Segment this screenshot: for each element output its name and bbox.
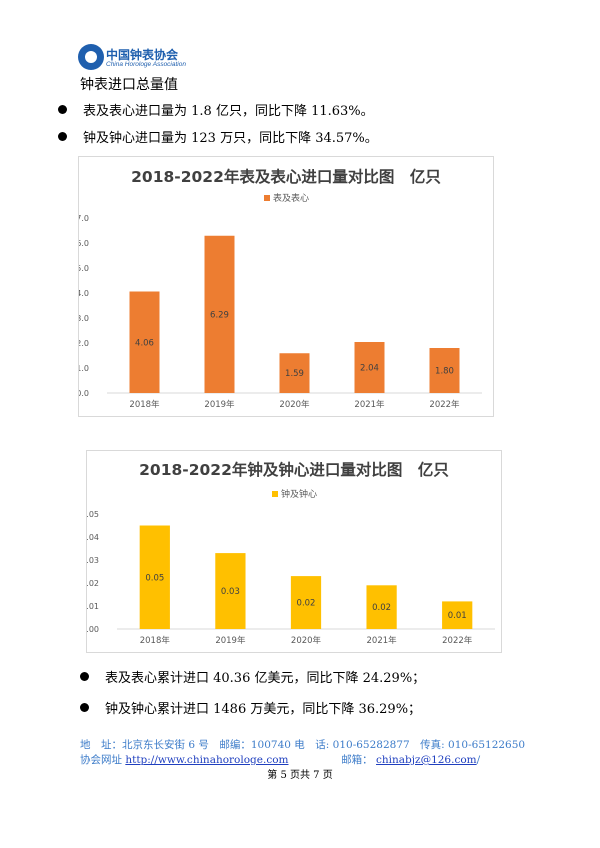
bullet-text: 钟及钟心累计进口 1486 万美元，同比下降 36.29%； [105, 702, 422, 717]
y-tick-label: 6.0 [79, 239, 89, 248]
email-link[interactable]: chinabjz@126.com [376, 754, 477, 766]
email-suffix: / [476, 754, 481, 766]
bar-2020年 [290, 576, 322, 629]
section-heading: 钟表进口总量值 [80, 77, 178, 93]
data-label: 6.29 [210, 310, 229, 320]
y-tick-label: 5.0 [79, 264, 89, 273]
x-tick-label: 2018年 [140, 635, 171, 646]
footer-address: 地 址：北京东长安街 6 号 邮编：100740 电 话: 010-652828… [80, 739, 526, 751]
data-label: 0.05 [145, 573, 164, 583]
bullet-text: 钟及钟心进口量为 123 万只，同比下降 34.57%。 [83, 131, 378, 146]
x-tick-label: 2020年 [279, 399, 310, 410]
logo-emblem-icon [78, 44, 104, 70]
chart-title: 2018-2022年钟及钟心进口量对比图 亿只 [139, 461, 449, 479]
bullet-item: 表及表心进口量为 1.8 亿只，同比下降 11.63%。 [58, 100, 374, 119]
y-tick-label: 0.05 [87, 510, 99, 519]
page-number: 第 5 页共 7 页 [267, 770, 333, 781]
x-tick-label: 2019年 [215, 635, 246, 646]
bar-2020年 [279, 353, 310, 393]
y-tick-label: 0.02 [87, 579, 99, 588]
logo-chinese-name: 中国钟表协会 [106, 48, 179, 62]
y-tick-label: 1.0 [79, 364, 89, 373]
x-tick-label: 2020年 [291, 635, 322, 646]
y-tick-label: 0.0 [79, 389, 89, 398]
data-label: 0.02 [372, 603, 391, 613]
y-tick-label: 0.04 [87, 533, 99, 542]
bar-2019年 [204, 235, 235, 393]
data-label: 1.80 [435, 367, 454, 377]
x-tick-label: 2019年 [204, 399, 235, 410]
data-label: 0.01 [448, 611, 467, 621]
chart-canvas: 表及表心 0.0 1.0 2.0 3.0 4.0 5.0 6.0 7.0 4.06 2018年 6.2… [79, 192, 482, 410]
email-label: 邮箱： [341, 754, 373, 766]
y-tick-label: 0.01 [87, 602, 99, 611]
chart-canvas: 钟及钟心 0.00 0.01 0.02 0.03 0.04 0.05 0.05 2018年 0.0… [87, 488, 495, 646]
x-tick-label: 2022年 [442, 635, 473, 646]
bar-2022年 [442, 601, 473, 629]
bullet-item: 钟及钟心进口量为 123 万只，同比下降 34.57%。 [58, 127, 378, 146]
legend-label: 钟及钟心 [281, 488, 317, 500]
logo-english-name: China Horologe Association [106, 61, 186, 68]
x-tick-label: 2021年 [354, 399, 385, 410]
bar-2018年 [129, 291, 160, 393]
footer-contact: 协会网址 http://www.chinahorologe.com 邮箱： ch… [80, 752, 480, 767]
chart-clock-imports: 2018-2022年钟及钟心进口量对比图 亿只 钟及钟心 0.00 0.01 0.02… [86, 450, 502, 653]
data-label: 0.02 [297, 599, 316, 609]
chart-watch-imports: 2018-2022年表及表心进口量对比图 亿只 表及表心 0.0 1.0 2.0 3.0… [78, 156, 494, 417]
y-tick-label: 0.03 [87, 556, 99, 565]
association-logo: 中国钟表协会 China Horologe Association [78, 44, 188, 74]
y-tick-label: 3.0 [79, 314, 89, 323]
website-link[interactable]: http://www.chinahorologe.com [125, 754, 289, 766]
data-label: 1.59 [285, 369, 304, 379]
legend-swatch [264, 195, 270, 201]
bullet-text: 表及表心进口量为 1.8 亿只，同比下降 11.63%。 [83, 104, 374, 119]
bar-2018年 [139, 525, 170, 629]
bullet-item: 表及表心累计进口 40.36 亿美元，同比下降 24.29%； [80, 667, 425, 686]
y-tick-label: 7.0 [79, 214, 89, 223]
x-tick-label: 2022年 [429, 399, 460, 410]
bullet-dot-icon [80, 703, 89, 712]
bullet-item: 钟及钟心累计进口 1486 万美元，同比下降 36.29%； [80, 698, 421, 717]
chart-title: 2018-2022年表及表心进口量对比图 亿只 [131, 168, 441, 186]
bar-2021年 [354, 342, 385, 393]
data-label: 4.06 [135, 338, 154, 348]
legend-label: 表及表心 [273, 192, 309, 204]
bar-2022年 [429, 348, 460, 393]
website-label: 协会网址 [80, 754, 122, 766]
bullet-dot-icon [58, 105, 67, 114]
legend-swatch [272, 491, 278, 497]
bullet-dot-icon [58, 132, 67, 141]
bar-2021年 [366, 585, 397, 629]
x-tick-label: 2021年 [367, 635, 398, 646]
data-label: 2.04 [360, 364, 379, 374]
x-tick-label: 2018年 [129, 399, 160, 410]
y-tick-label: 2.0 [79, 339, 89, 348]
bar-2019年 [215, 553, 246, 629]
bullet-dot-icon [80, 672, 89, 681]
data-label: 0.03 [221, 587, 240, 597]
y-tick-label: 4.0 [79, 289, 89, 298]
y-tick-label: 0.00 [87, 625, 99, 634]
bullet-text: 表及表心累计进口 40.36 亿美元，同比下降 24.29%； [105, 671, 426, 686]
